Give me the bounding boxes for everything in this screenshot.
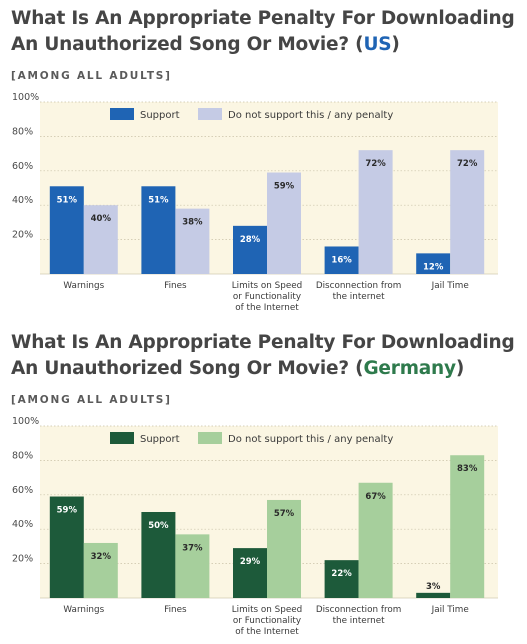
title-text: What Is An Appropriate Penalty For Downl… bbox=[11, 332, 515, 379]
data-label: 29% bbox=[240, 557, 261, 567]
data-label: 51% bbox=[148, 195, 169, 205]
data-label: 28% bbox=[240, 235, 261, 245]
x-tick-label: Jail Time bbox=[431, 605, 469, 615]
x-tick-label: Fines bbox=[164, 281, 187, 291]
legend-swatch-support bbox=[110, 432, 134, 444]
bar-support bbox=[324, 560, 359, 598]
x-tick-label: Fines bbox=[164, 605, 187, 615]
data-label: 3% bbox=[426, 582, 441, 592]
bar-not-support bbox=[267, 172, 301, 274]
bar-not-support bbox=[450, 150, 485, 274]
legend-label-support: Support bbox=[140, 110, 180, 121]
title-country: Germany bbox=[363, 358, 456, 379]
legend-swatch-support bbox=[110, 108, 134, 120]
title-text: What Is An Appropriate Penalty For Downl… bbox=[11, 8, 515, 55]
data-label: 72% bbox=[457, 159, 478, 169]
y-tick-label: 60% bbox=[12, 161, 33, 172]
data-label: 38% bbox=[182, 218, 203, 228]
data-label: 67% bbox=[365, 492, 386, 502]
title-close: ) bbox=[391, 34, 400, 55]
data-label: 57% bbox=[274, 509, 295, 519]
data-label: 16% bbox=[331, 255, 352, 265]
bar-chart-germany: 20% 40% 60% 80% 100% 59% 32% Warnings 50% 37% Fine… bbox=[12, 416, 498, 637]
bar-support bbox=[49, 496, 84, 598]
bar-support bbox=[324, 246, 359, 274]
y-tick-label: 40% bbox=[12, 519, 33, 530]
bar-support bbox=[49, 186, 84, 274]
bar-support bbox=[416, 253, 451, 274]
x-tick-label: Limits on Speed bbox=[232, 605, 303, 615]
bar-support bbox=[141, 186, 176, 274]
chart-subtitle: [AMONG ALL ADULTS] bbox=[11, 70, 172, 82]
data-label: 12% bbox=[423, 262, 444, 272]
bar-not-support bbox=[358, 482, 393, 598]
y-tick-label: 100% bbox=[12, 416, 39, 427]
y-tick-label: 40% bbox=[12, 195, 33, 206]
y-tick-label: 60% bbox=[12, 485, 33, 496]
legend-label-not-support: Do not support this / any penalty bbox=[228, 110, 393, 121]
data-label: 59% bbox=[57, 506, 78, 516]
title-close: ) bbox=[455, 358, 465, 379]
y-tick-label: 80% bbox=[12, 450, 33, 461]
data-label: 50% bbox=[148, 521, 169, 531]
x-tick-label: of the Internet bbox=[235, 627, 299, 637]
x-tick-label: or Functionality bbox=[233, 616, 301, 626]
chart-title: What Is An Appropriate Penalty For Downl… bbox=[11, 6, 516, 58]
data-label: 51% bbox=[57, 195, 78, 205]
data-label: 22% bbox=[331, 569, 352, 579]
chart-subtitle: [AMONG ALL ADULTS] bbox=[11, 394, 172, 406]
legend-swatch-not-support bbox=[198, 108, 222, 120]
bar-support bbox=[416, 592, 451, 598]
bar-not-support bbox=[358, 150, 393, 274]
x-tick-label: Disconnection from bbox=[316, 605, 402, 615]
data-label: 83% bbox=[457, 464, 478, 474]
chart-title: What Is An Appropriate Penalty For Downl… bbox=[11, 330, 516, 382]
y-tick-label: 80% bbox=[12, 126, 33, 137]
x-tick-label: Warnings bbox=[63, 281, 104, 291]
legend-swatch-not-support bbox=[198, 432, 222, 444]
bar-chart-us: 20% 40% 60% 80% 100% 51% 40% Warnings 51% 38% Fine… bbox=[12, 92, 498, 313]
data-label: 32% bbox=[91, 552, 112, 562]
y-tick-label: 20% bbox=[12, 554, 33, 565]
x-tick-label: of the Internet bbox=[235, 303, 299, 313]
x-tick-label: Warnings bbox=[63, 605, 104, 615]
y-tick-label: 20% bbox=[12, 230, 33, 241]
x-tick-label: or Functionality bbox=[233, 292, 301, 302]
y-tick-label: 100% bbox=[12, 92, 39, 103]
x-tick-label: Limits on Speed bbox=[232, 281, 303, 291]
bar-not-support bbox=[175, 208, 210, 274]
title-country: US bbox=[363, 34, 392, 55]
x-tick-label: Jail Time bbox=[431, 281, 469, 291]
x-tick-label: Disconnection from bbox=[316, 281, 402, 291]
legend-label-not-support: Do not support this / any penalty bbox=[228, 434, 393, 445]
bar-support bbox=[233, 225, 267, 274]
bar-not-support bbox=[267, 499, 301, 598]
bar-support bbox=[233, 548, 267, 598]
legend-label-support: Support bbox=[140, 434, 180, 445]
data-label: 59% bbox=[274, 182, 295, 192]
bar-not-support bbox=[175, 534, 210, 598]
bar-support bbox=[141, 512, 176, 598]
x-tick-label: the internet bbox=[333, 292, 386, 302]
data-label: 37% bbox=[182, 543, 203, 553]
data-label: 40% bbox=[91, 214, 112, 224]
bar-not-support bbox=[83, 205, 118, 274]
x-tick-label: the internet bbox=[333, 616, 386, 626]
bar-not-support bbox=[83, 542, 118, 598]
data-label: 72% bbox=[365, 159, 386, 169]
bar-not-support bbox=[450, 455, 485, 598]
